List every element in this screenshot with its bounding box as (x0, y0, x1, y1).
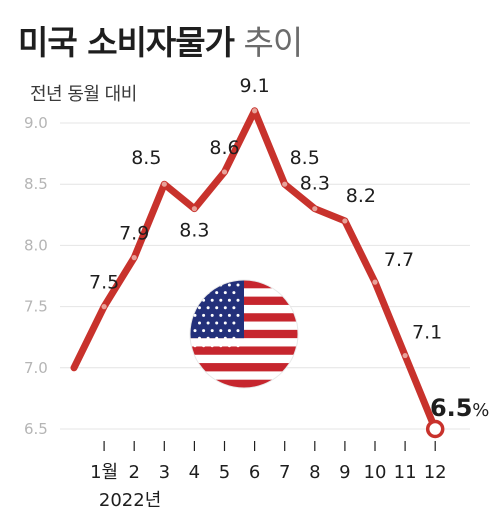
data-label-2: 7.9 (119, 223, 149, 245)
y-tick-label-1: 7.0 (24, 359, 48, 377)
data-point-8 (312, 206, 318, 212)
y-tick-label-5: 9.0 (24, 114, 48, 132)
x-tick-label-3: 3 (159, 462, 170, 483)
y-tick-label-3: 8.0 (24, 236, 48, 254)
data-point-4 (191, 206, 197, 212)
data-point-2 (131, 255, 137, 261)
data-points (101, 108, 445, 439)
data-point-7 (282, 181, 288, 187)
data-label-unit: % (472, 400, 489, 421)
x-tick-label-6: 6 (249, 462, 260, 483)
y-axis-ticks: 6.5 7.0 7.5 8.0 8.5 9.0 (24, 114, 48, 438)
data-label-1: 7.5 (89, 272, 119, 294)
x-tick-label-10: 10 (364, 462, 387, 483)
data-label-5: 8.6 (209, 137, 239, 159)
data-label-7: 8.5 (290, 147, 320, 169)
y-tick-label-0: 6.5 (24, 420, 48, 438)
x-tick-label-8: 8 (309, 462, 320, 483)
us-flag-icon (189, 279, 299, 389)
data-point-6 (252, 108, 258, 114)
data-label-10: 7.7 (384, 249, 414, 271)
y-tick-label-2: 7.5 (24, 298, 48, 316)
data-labels: 7.5 7.9 8.5 8.3 8.6 9.1 8.5 8.3 8.2 7.7 7.1 6.5% (89, 75, 489, 422)
data-label-3: 8.5 (131, 147, 161, 169)
x-tick-label-2: 2 (128, 462, 139, 483)
chart-title-sub: 추이 (243, 23, 304, 62)
x-tick-label-9: 9 (339, 462, 350, 483)
data-label-12: 6.5 (430, 394, 473, 422)
x-tick-label-1: 1월 (90, 462, 118, 483)
data-label-6: 9.1 (239, 75, 269, 97)
x-axis: 1월 2 3 4 5 6 7 8 9 10 11 12 2022년 (90, 441, 447, 511)
chart-subtitle: 전년 동월 대비 (30, 84, 137, 105)
data-point-12 (425, 419, 445, 439)
data-label-11: 7.1 (412, 322, 442, 344)
x-tick-label-7: 7 (279, 462, 290, 483)
data-point-3 (161, 181, 167, 187)
x-tick-label-12: 12 (424, 462, 447, 483)
data-label-4: 8.3 (179, 220, 209, 242)
data-point-10 (372, 279, 378, 285)
data-point-1 (101, 304, 107, 310)
data-point-5 (221, 169, 228, 175)
chart-title: 미국 소비자물가 추이 (18, 16, 304, 64)
chart-title-main: 미국 소비자물가 (18, 23, 235, 62)
x-tick-label-4: 4 (189, 462, 200, 483)
x-axis-year-label: 2022년 (99, 490, 161, 511)
data-point-11 (402, 352, 408, 359)
y-tick-label-4: 8.5 (24, 175, 48, 193)
data-label-9: 8.2 (346, 185, 376, 207)
data-label-8: 8.3 (300, 173, 330, 195)
data-point-9 (342, 218, 348, 224)
x-tick-label-11: 11 (394, 462, 417, 483)
x-tick-label-5: 5 (219, 462, 230, 483)
